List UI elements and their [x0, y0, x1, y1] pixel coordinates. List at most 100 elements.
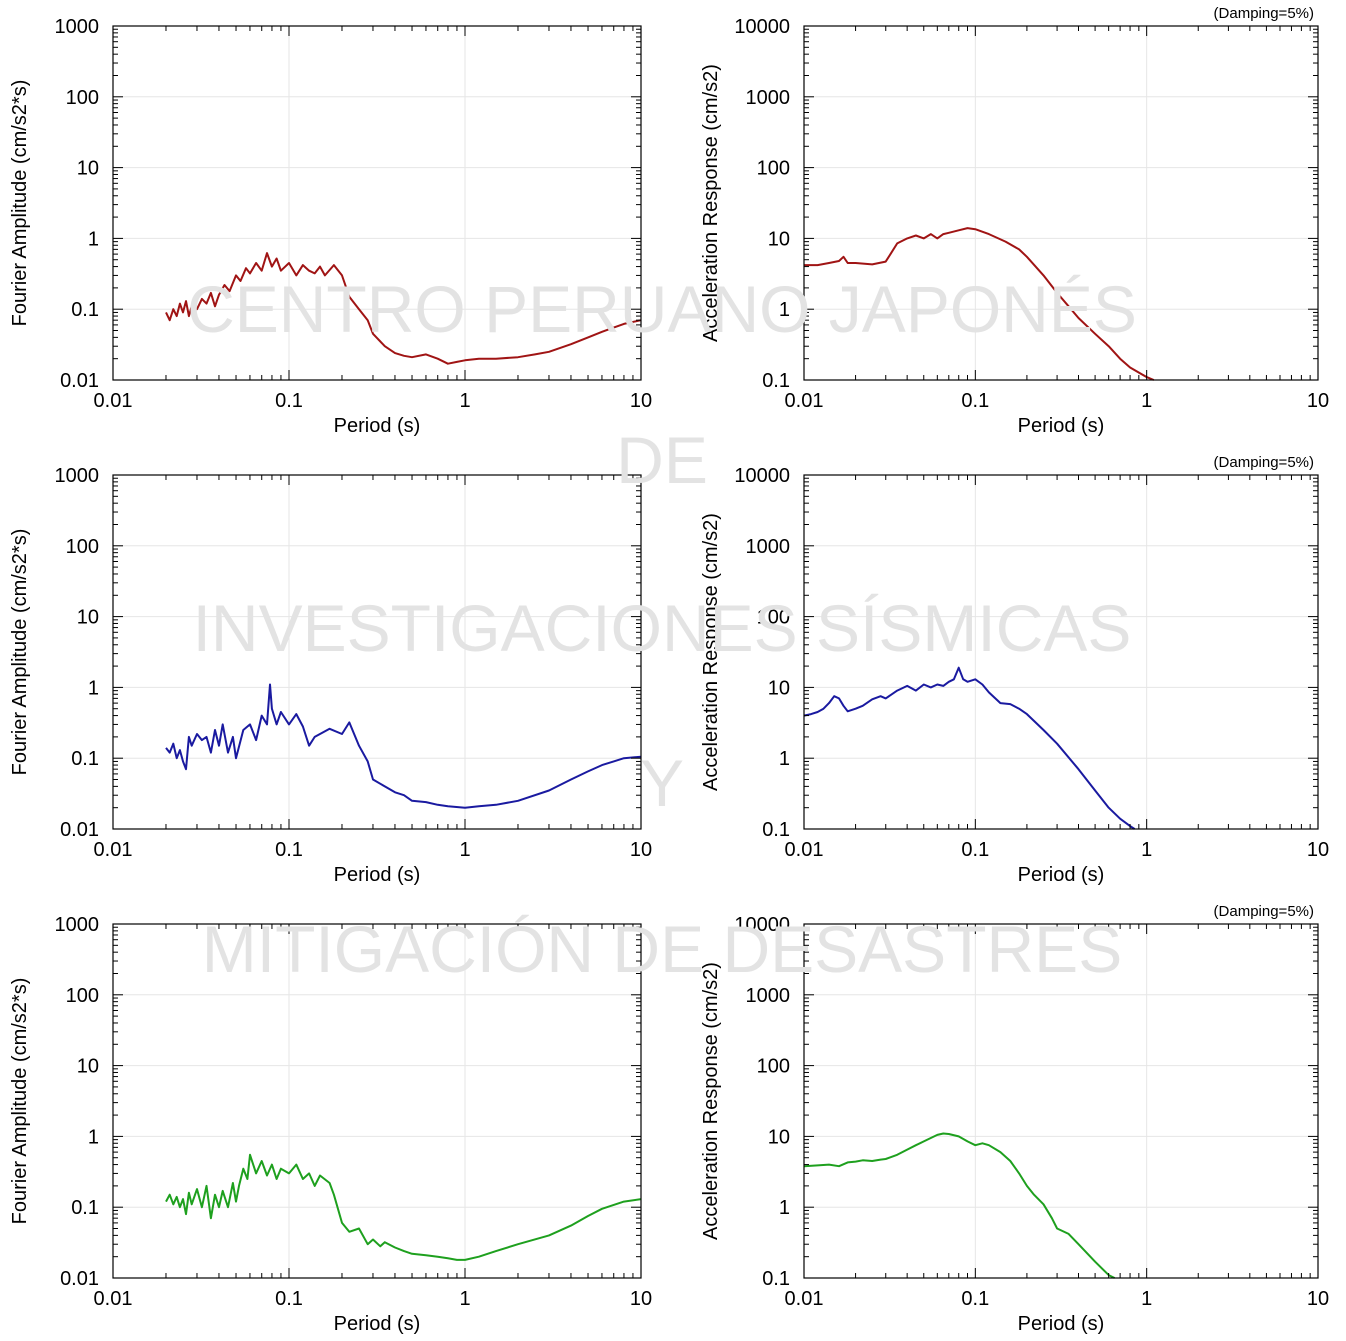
chart3-plot-frame [112, 474, 642, 830]
y-tick-label: 10000 [734, 914, 790, 936]
x-axis-label: Period (s) [1018, 864, 1105, 886]
chart1: 0.01 0.1 1 10 0.01 0.1 1 10 100 1000 Period (s) Fou… [9, 16, 652, 437]
x-tick-label: 0.01 [785, 1288, 824, 1310]
y-axis-label: Fourier Amplitude (cm/s2*s) [9, 80, 31, 327]
chart3-grid [112, 474, 642, 830]
chart6-series-line [803, 1132, 1116, 1279]
y-axis-label: Fourier Amplitude (cm/s2*s) [9, 529, 31, 776]
y-tick-label: 0.01 [60, 370, 99, 392]
chart6-plot-frame [803, 923, 1319, 1279]
x-tick-label: 0.1 [961, 839, 989, 861]
chart2-grid [803, 25, 1319, 381]
chart5-plot-frame [112, 923, 642, 1279]
x-tick-label: 10 [1307, 839, 1329, 861]
x-tick-label: 0.01 [94, 839, 133, 861]
y-tick-label: 1000 [746, 536, 791, 558]
y-axis-label: Acceleration Response (cm/s2) [700, 513, 722, 791]
y-tick-label: 10 [77, 607, 99, 629]
y-tick-label: 0.1 [762, 370, 790, 392]
x-axis-label: Period (s) [334, 1313, 421, 1335]
x-tick-label: 1 [1141, 1288, 1152, 1310]
chart4-plot-frame [803, 474, 1319, 830]
chart4-ticks [803, 475, 1318, 830]
y-axis-label: Fourier Amplitude (cm/s2*s) [9, 978, 31, 1225]
chart6-ticks [803, 924, 1318, 1279]
y-tick-label: 0.1 [762, 1268, 790, 1290]
damping-note: (Damping=5%) [1214, 5, 1314, 22]
y-tick-label: 1 [779, 748, 790, 770]
y-tick-label: 0.1 [71, 1197, 99, 1219]
chart6-grid [803, 923, 1319, 1279]
x-axis-label: Period (s) [1018, 415, 1105, 437]
x-tick-label: 0.1 [275, 1288, 303, 1310]
x-tick-label: 10 [1307, 1288, 1329, 1310]
y-tick-label: 0.1 [762, 819, 790, 841]
y-tick-label: 100 [757, 158, 790, 180]
y-tick-label: 100 [66, 985, 99, 1007]
chart1-ticks [112, 26, 641, 381]
chart4-series-line [803, 666, 1136, 830]
x-tick-label: 0.1 [961, 390, 989, 412]
x-tick-label: 0.01 [785, 390, 824, 412]
x-tick-label: 1 [459, 1288, 470, 1310]
y-axis-label: Acceleration Response (cm/s2) [700, 962, 722, 1240]
y-tick-label: 0.01 [60, 819, 99, 841]
y-tick-label: 10 [768, 1126, 790, 1148]
x-tick-label: 10 [630, 839, 652, 861]
y-tick-label: 1 [88, 1126, 99, 1148]
chart5-ticks [112, 924, 641, 1279]
y-tick-label: 10000 [734, 16, 790, 38]
y-tick-label: 0.1 [71, 299, 99, 321]
x-axis-label: Period (s) [1018, 1313, 1105, 1335]
y-tick-label: 100 [757, 1056, 790, 1078]
chart1-grid [112, 25, 642, 381]
y-tick-label: 1 [779, 1197, 790, 1219]
chart2-plot-frame [803, 25, 1319, 381]
x-tick-label: 0.1 [275, 839, 303, 861]
y-tick-label: 100 [757, 607, 790, 629]
x-tick-label: 10 [1307, 390, 1329, 412]
chart5-series-line [165, 1153, 642, 1261]
chart5-grid [112, 923, 642, 1279]
x-tick-label: 1 [459, 839, 470, 861]
x-tick-label: 0.01 [785, 839, 824, 861]
chart1-series-line [165, 252, 642, 365]
y-tick-label: 1000 [55, 914, 100, 936]
chart5: 0.01 0.1 1 10 0.01 0.1 1 10 100 1000 Period (s) Fou… [9, 914, 652, 1335]
damping-note: (Damping=5%) [1214, 454, 1314, 471]
y-tick-label: 1000 [746, 985, 791, 1007]
y-tick-label: 100 [66, 87, 99, 109]
y-tick-label: 0.1 [71, 748, 99, 770]
x-tick-label: 1 [1141, 839, 1152, 861]
chart4-grid [803, 474, 1319, 830]
y-tick-label: 10 [77, 158, 99, 180]
x-tick-label: 0.1 [275, 390, 303, 412]
chart3: 0.01 0.1 1 10 0.01 0.1 1 10 100 1000 Period (s) Fou… [9, 465, 652, 886]
y-tick-label: 10 [768, 677, 790, 699]
x-axis-label: Period (s) [334, 415, 421, 437]
y-tick-label: 1 [779, 299, 790, 321]
chart2-series-line [804, 227, 1155, 381]
x-tick-label: 1 [459, 390, 470, 412]
y-tick-label: 1000 [55, 16, 100, 38]
y-tick-label: 10 [768, 228, 790, 250]
x-axis-label: Period (s) [334, 864, 421, 886]
chart3-series-line [165, 683, 642, 809]
y-tick-label: 1 [88, 228, 99, 250]
y-tick-label: 1 [88, 677, 99, 699]
y-tick-label: 100 [66, 536, 99, 558]
y-tick-label: 10000 [734, 465, 790, 487]
y-tick-label: 1000 [746, 87, 791, 109]
x-tick-label: 0.01 [94, 390, 133, 412]
y-axis-label: Acceleration Response (cm/s2) [700, 64, 722, 342]
y-tick-label: 10 [77, 1056, 99, 1078]
damping-note: (Damping=5%) [1214, 903, 1314, 920]
x-tick-label: 1 [1141, 390, 1152, 412]
x-tick-label: 10 [630, 1288, 652, 1310]
y-tick-label: 0.01 [60, 1268, 99, 1290]
